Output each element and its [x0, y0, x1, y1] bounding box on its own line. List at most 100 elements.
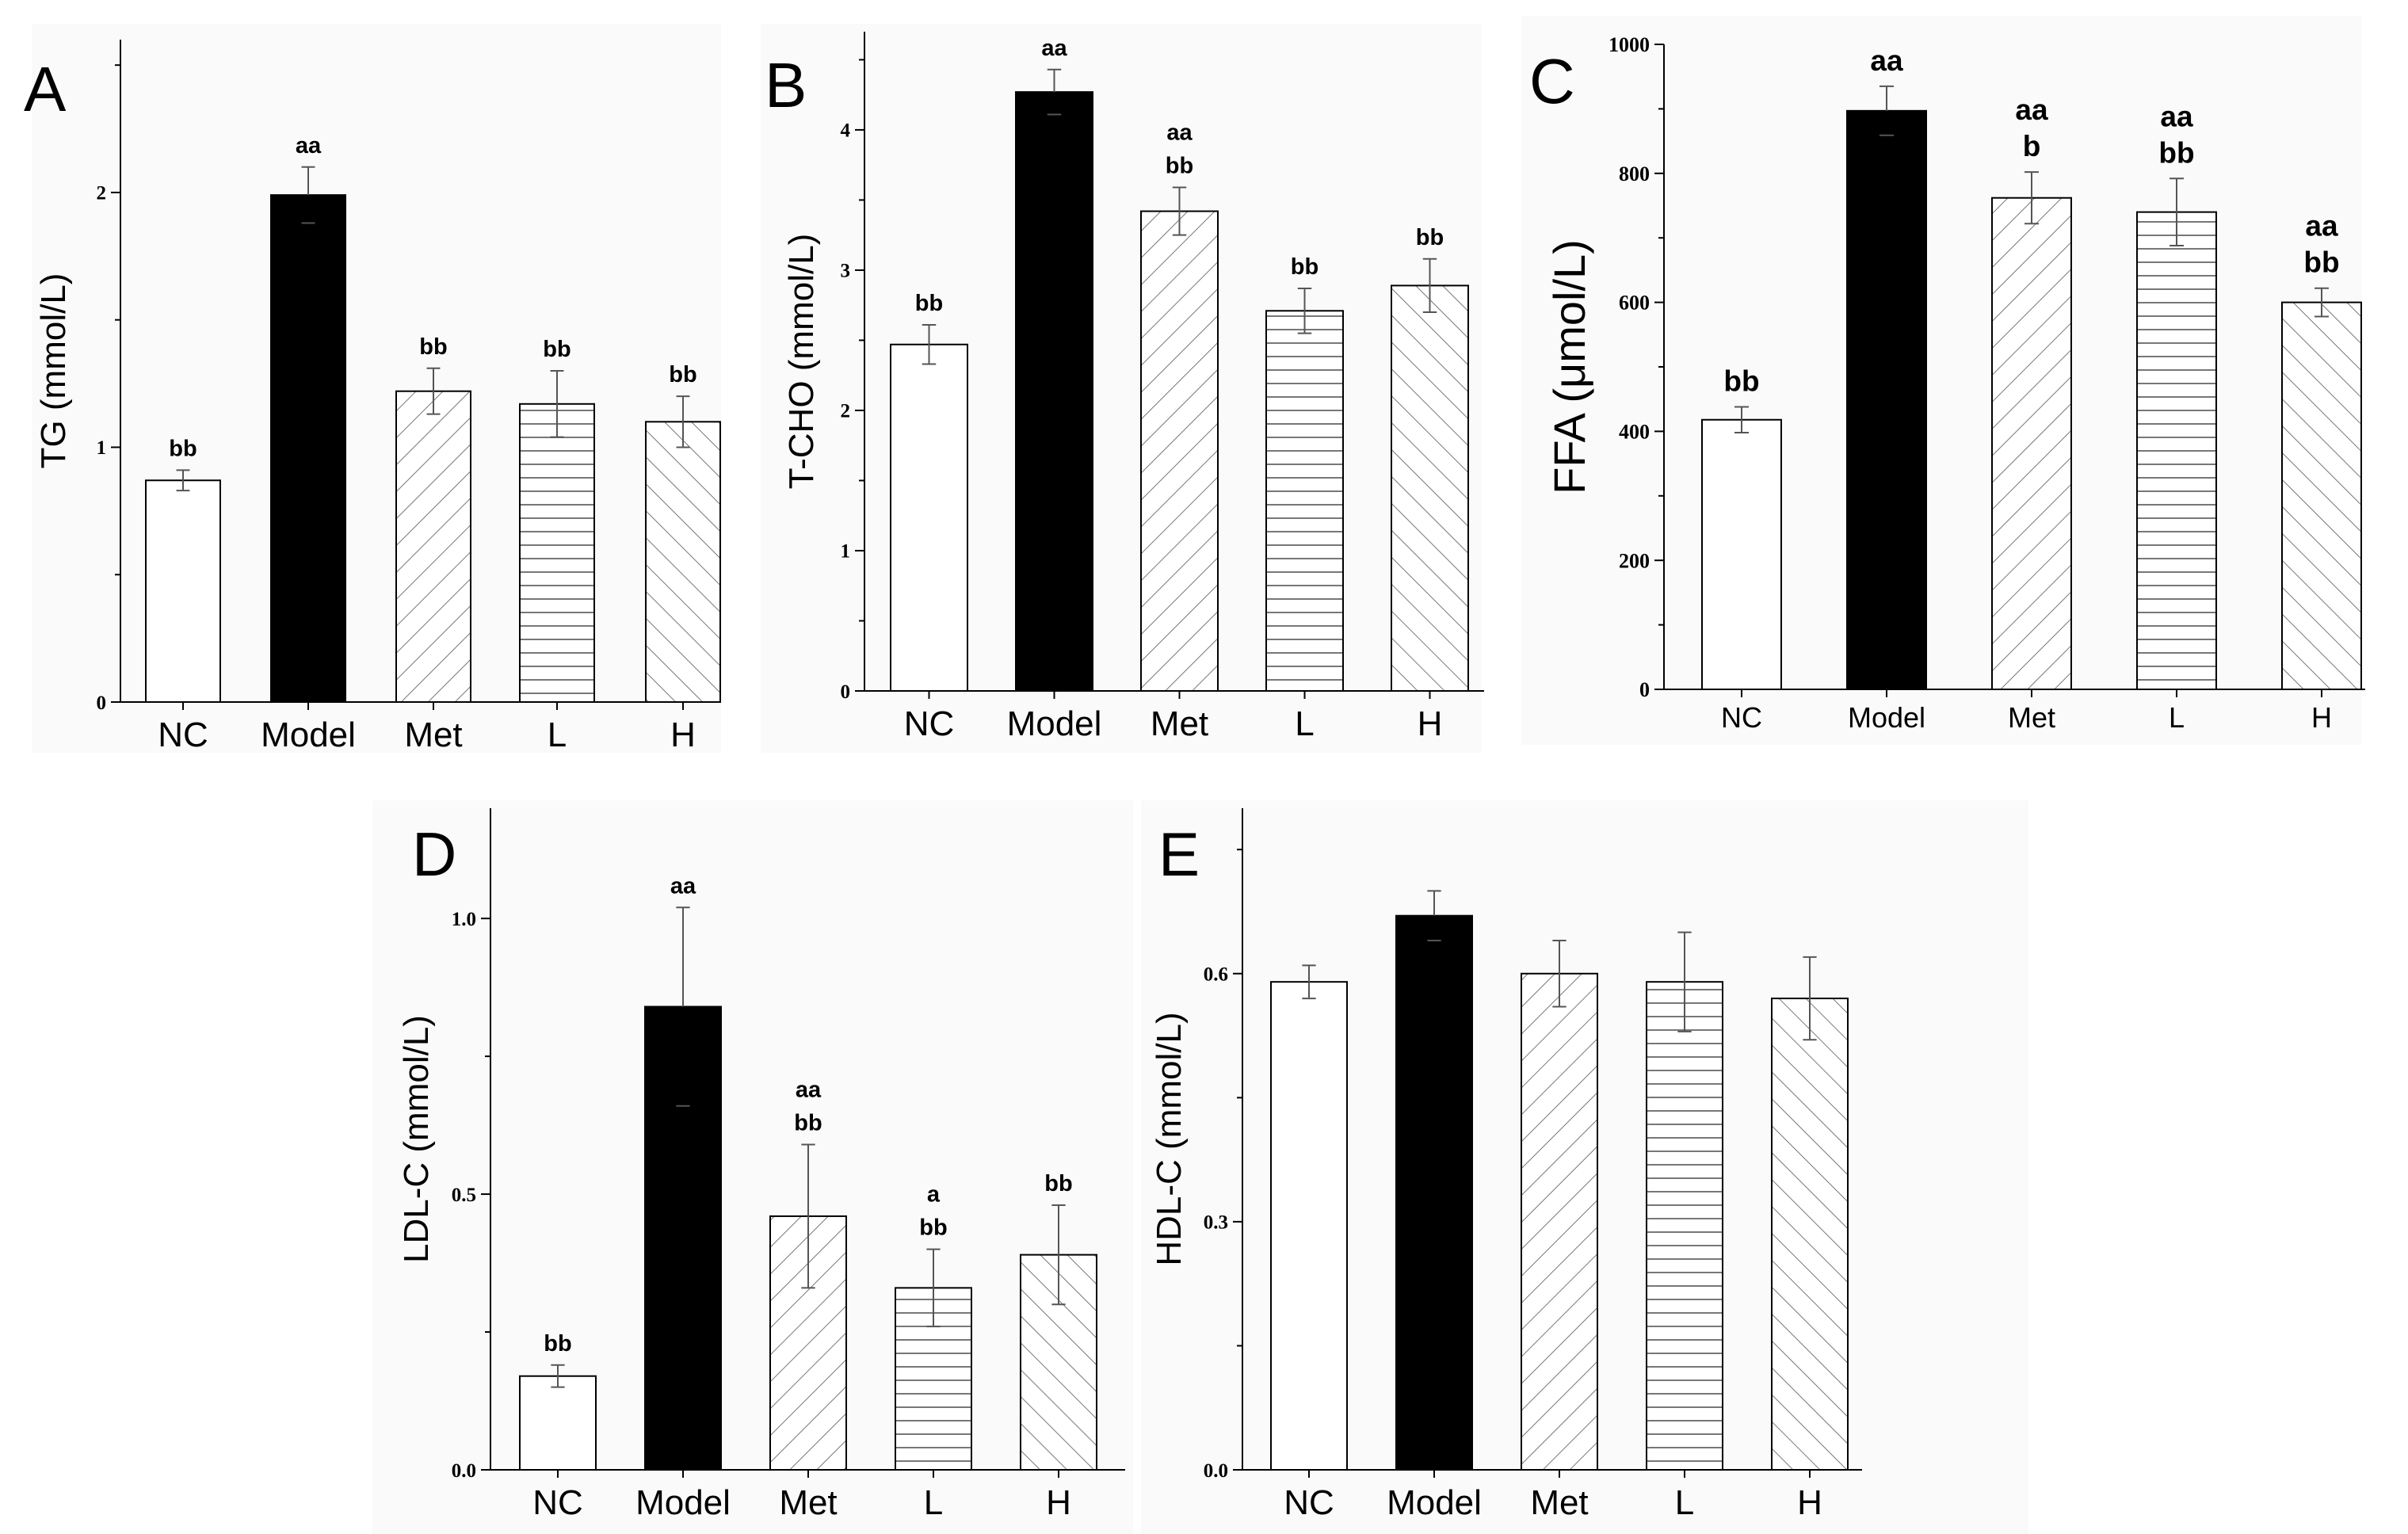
y-tick-label: 1 — [97, 437, 107, 459]
y-tick-label: 0.5 — [452, 1185, 476, 1206]
bar-c-l — [2136, 211, 2217, 690]
significance-label: bb — [1723, 364, 1759, 397]
bar-c-model — [1846, 109, 1927, 691]
y-axis-label: FFA (μmol/L) — [1544, 239, 1594, 494]
bar-e-met — [1521, 972, 1598, 1471]
bar-b-l — [1265, 310, 1344, 692]
significance-label: bb — [169, 436, 197, 461]
y-tick-label: 0 — [1639, 678, 1650, 701]
significance-label: bb — [669, 362, 696, 387]
y-tick-label: 2 — [97, 183, 107, 204]
panel-letter: A — [24, 54, 67, 124]
x-tick-label: NC — [1284, 1483, 1334, 1522]
y-tick-label: 0.0 — [452, 1460, 476, 1482]
panel-e: 0.0 0.3 0.6 HDL-C (mmol/L) E NC Model Met L H — [1141, 800, 2028, 1534]
bar-c-nc — [1701, 418, 1782, 690]
significance-label: aa — [1870, 44, 1903, 77]
panel-letter: D — [412, 819, 456, 889]
y-tick-label: 0 — [97, 693, 107, 714]
x-tick-label: Model — [635, 1483, 731, 1522]
significance-label: b — [2023, 130, 2041, 162]
y-axis-label: T-CHO (mmol/L) — [782, 234, 821, 490]
bar-a-met — [395, 390, 471, 703]
x-tick-label: H — [670, 715, 696, 754]
x-tick-label: L — [1295, 704, 1314, 743]
significance-label: bb — [915, 291, 943, 316]
panel-b-background — [761, 24, 1482, 753]
significance-label: bb — [919, 1215, 947, 1241]
significance-label: bb — [794, 1110, 822, 1135]
x-tick-label: NC — [158, 715, 208, 754]
x-tick-label: Met — [779, 1483, 837, 1522]
bar-e-l — [1646, 981, 1723, 1471]
significance-label: bb — [1291, 254, 1318, 280]
significance-label: aa — [2305, 210, 2338, 242]
bar-e-h — [1771, 998, 1849, 1471]
panel-letter: C — [1529, 46, 1575, 116]
bar-b-met — [1140, 210, 1219, 692]
x-tick-label: Met — [2008, 701, 2055, 734]
significance-label: aa — [796, 1077, 822, 1102]
bar-b-h — [1391, 284, 1469, 692]
y-tick-label: 1.0 — [452, 909, 476, 930]
x-tick-label: L — [1675, 1483, 1694, 1522]
significance-label: bb — [543, 337, 571, 362]
significance-label: bb — [419, 334, 447, 360]
bar-d-model — [644, 1005, 722, 1471]
x-tick-label: H — [1797, 1483, 1822, 1522]
y-tick-label: 0 — [841, 681, 851, 703]
bar-e-nc — [1270, 981, 1348, 1471]
bar-a-nc — [145, 479, 221, 703]
x-tick-label: H — [1418, 704, 1443, 743]
y-tick-label: 400 — [1619, 421, 1650, 444]
x-tick-label: L — [2169, 701, 2185, 734]
panel-d-background — [372, 800, 1133, 1534]
panel-letter: B — [765, 50, 807, 120]
x-tick-label: Met — [1151, 704, 1208, 743]
significance-label: aa — [1166, 120, 1193, 145]
panel-b: 0 1 2 3 4 T-CHO (mmol/L) B NC bb Model aa Met aa bb Lb… — [761, 24, 1484, 753]
x-tick-label: Model — [261, 715, 356, 754]
bar-c-h — [2281, 301, 2362, 690]
y-tick-label: 600 — [1619, 292, 1650, 315]
x-tick-label: NC — [904, 704, 955, 743]
significance-label: bb — [1166, 153, 1193, 178]
x-tick-label: Met — [404, 715, 462, 754]
significance-label: bb — [2303, 246, 2339, 279]
y-axis-label: TG (mmol/L) — [34, 273, 73, 469]
x-tick-label: NC — [532, 1483, 583, 1522]
panel-a-background — [32, 24, 721, 753]
significance-label: bb — [1044, 1171, 1072, 1196]
bar-c-met — [1991, 197, 2072, 690]
significance-label: aa — [2160, 100, 2193, 132]
bar-a-l — [519, 403, 595, 703]
significance-label: aa — [670, 873, 696, 899]
x-tick-label: Model — [1387, 1483, 1482, 1522]
y-tick-label: 0.3 — [1204, 1212, 1228, 1234]
significance-label: a — [927, 1182, 941, 1208]
significance-label: bb — [2158, 136, 2194, 169]
y-tick-label: 200 — [1619, 549, 1650, 572]
x-tick-label: L — [924, 1483, 943, 1522]
x-tick-label: L — [548, 715, 567, 754]
y-tick-label: 2 — [841, 401, 851, 422]
x-tick-label: Model — [1007, 704, 1102, 743]
x-tick-label: H — [2311, 701, 2332, 734]
significance-label: aa — [296, 133, 322, 158]
x-tick-label: NC — [1721, 701, 1762, 734]
bar-a-model — [270, 194, 346, 703]
y-axis-label: HDL-C (mmol/L) — [1150, 1012, 1189, 1265]
x-tick-label: H — [1046, 1483, 1071, 1522]
y-tick-label: 800 — [1619, 162, 1650, 185]
y-tick-label: 1 — [841, 541, 851, 563]
bar-b-nc — [890, 343, 968, 692]
y-tick-label: 3 — [841, 261, 851, 282]
significance-label: bb — [1416, 225, 1444, 250]
panel-c-background — [1521, 16, 2361, 745]
y-tick-label: 4 — [841, 120, 851, 142]
panel-a: 0 1 2 TG (mmol/L) A NC bb Model aa Met bb Lbb Hbb — [24, 24, 721, 754]
significance-label: bb — [544, 1331, 571, 1357]
y-axis-label: LDL-C (mmol/L) — [397, 1015, 436, 1263]
x-tick-label: Met — [1530, 1483, 1588, 1522]
